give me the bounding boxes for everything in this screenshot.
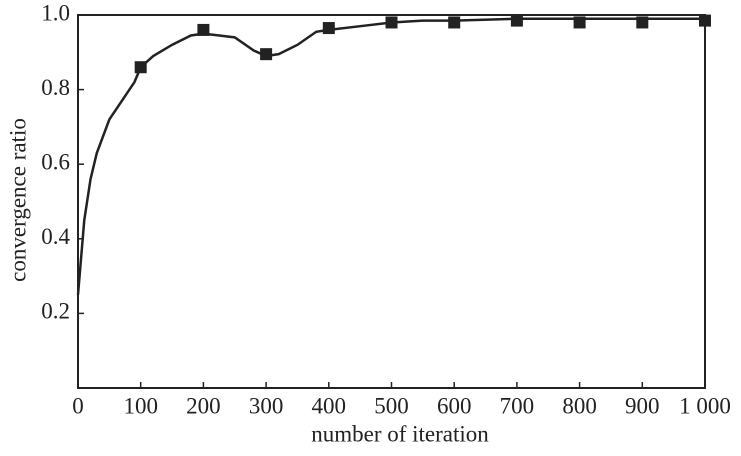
plot-frame <box>77 14 706 389</box>
marker <box>448 16 461 29</box>
x-tick-label: 300 <box>249 393 284 418</box>
y-tick-label: 1.0 <box>41 0 70 25</box>
y-tick-label: 0.6 <box>41 149 70 174</box>
x-tick-label: 100 <box>123 393 158 418</box>
marker <box>573 16 586 29</box>
y-axis-label: convergence ratio <box>5 118 30 282</box>
x-tick-label: 600 <box>437 393 472 418</box>
line <box>76 17 705 295</box>
marker <box>636 16 649 29</box>
marker <box>510 14 523 27</box>
marker <box>322 22 335 35</box>
marker <box>699 14 711 27</box>
x-tick-label: 200 <box>186 393 221 418</box>
x-axis-label: number of iteration <box>311 421 489 446</box>
x-tick-label: 700 <box>500 393 535 418</box>
x-tick-label: 500 <box>374 393 409 418</box>
x-tick-label: 900 <box>625 393 660 418</box>
x-tick-label: 0 <box>72 393 84 418</box>
marker <box>260 48 273 61</box>
x-tick-label: 800 <box>562 393 597 418</box>
y-tick-label: 0.8 <box>41 75 70 100</box>
marker <box>385 16 398 29</box>
marker <box>134 61 147 74</box>
x-tick-label: 1 000 <box>679 393 731 418</box>
x-tick-label: 400 <box>312 393 347 418</box>
y-tick-label: 0.2 <box>41 299 70 324</box>
y-tick-label: 0.4 <box>41 224 70 249</box>
marker <box>197 23 210 36</box>
